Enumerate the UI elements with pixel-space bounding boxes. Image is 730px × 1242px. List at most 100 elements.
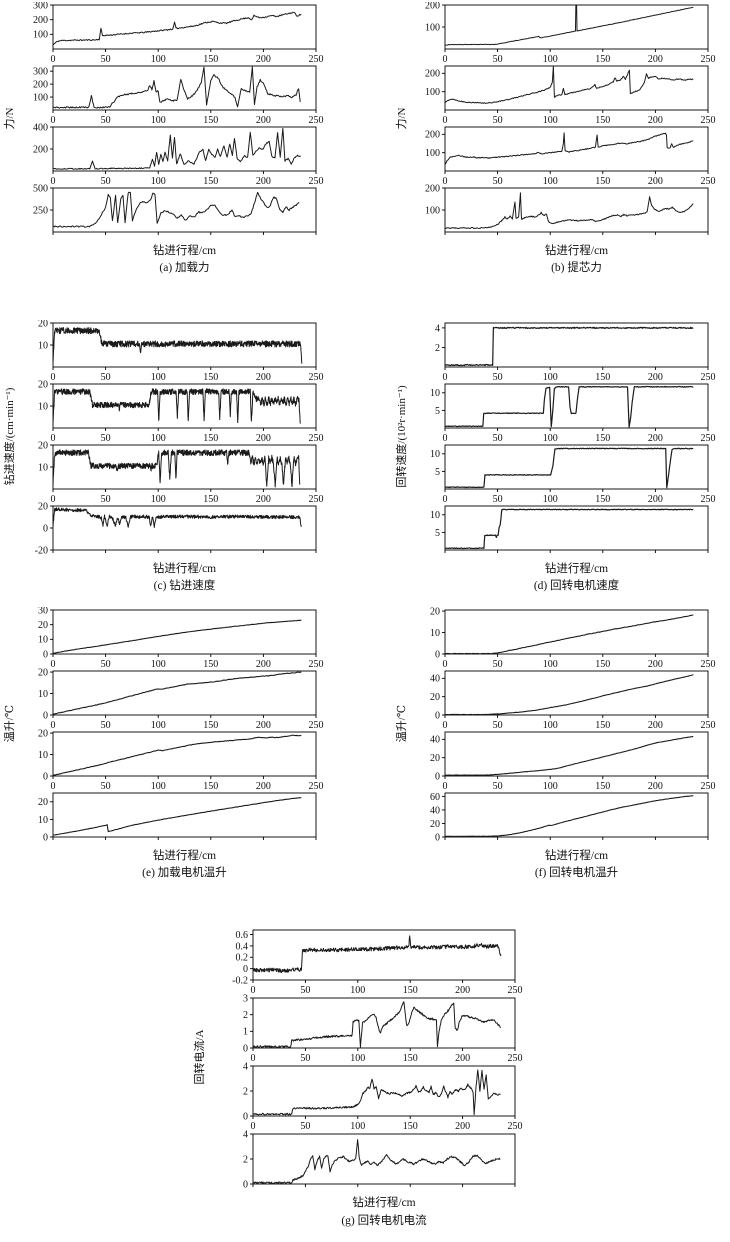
x-tick-label: 0 [443, 176, 448, 187]
x-ticks: 0 50 100 150 200 250 [443, 110, 716, 126]
y-tick-label: 5 [435, 406, 440, 417]
panel-e-xlabel: 钻进行程/cm [152, 850, 217, 862]
x-tick-label: 150 [595, 494, 610, 505]
x-tick-label: 100 [350, 1189, 365, 1190]
y-tick-label: 400 [33, 122, 48, 133]
plot-border [252, 997, 516, 1049]
x-tick-label: 150 [595, 720, 610, 731]
panel-c-ylabel: 钻进速度/(cm·min⁻¹) [2, 387, 16, 485]
x-tick-label: 100 [543, 842, 558, 843]
x-tick-label: 50 [101, 372, 111, 383]
panel-f-caption: (f) 回转电机温升 [534, 867, 619, 879]
x-tick-label: 0 [251, 985, 256, 996]
x-tick-label: 50 [493, 433, 503, 444]
x-tick-label: 0 [51, 555, 56, 556]
y-tick-label: 300 [33, 67, 48, 78]
y-ticks: 0 10 20 [38, 728, 53, 782]
plot-border [444, 65, 709, 111]
x-tick-label: 0 [443, 54, 448, 65]
subplot-a1: 100 200 300 0 50 100 150 200 250 [33, 2, 324, 65]
panel-f-ylabel: 温升/℃ [395, 705, 408, 742]
panel-g: 回转电流/A -0.2 0 0.2 0.4 0.6 0 50 100 150 200 250 0 1 2 3 0… [188, 914, 540, 1242]
plot-border [444, 670, 709, 716]
y-tick-label: 0 [435, 771, 440, 782]
y-tick-label: 200 [425, 130, 440, 141]
x-tick-label: 150 [595, 237, 610, 238]
y-tick-label: 20 [38, 797, 48, 808]
panel-c: 钻进速度/(cm·min⁻¹) 10 20 0 50 100 150 200 250 10 20 0 5… [0, 320, 345, 610]
panel-f-xlabel: 钻进行程/cm [544, 850, 609, 862]
subplot-e1: 0 10 20 30 0 50 100 150 200 250 [38, 607, 324, 670]
x-tick-label: 200 [256, 237, 271, 238]
y-tick-label: 500 [33, 183, 48, 194]
y-tick-label: 10 [38, 340, 48, 351]
x-tick-label: 100 [350, 1121, 365, 1132]
x-tick-label: 50 [493, 237, 503, 238]
series-line [445, 66, 694, 104]
panel-d: 回转速度/(10²r·min⁻¹) 2 4 0 50 100 150 200 250 5 10 0 50… [392, 320, 730, 610]
x-tick-label: 100 [151, 54, 166, 65]
plot-border [52, 187, 317, 233]
x-tick-label: 100 [350, 985, 365, 996]
y-tick-label: 0 [243, 1111, 248, 1122]
panel-d-xlabel: 钻进行程/cm [544, 563, 609, 575]
subplot-a3: 200 400 0 50 100 150 200 250 [33, 122, 324, 187]
plot-border [444, 792, 709, 838]
panel-a: 力/N 100 200 300 0 50 100 150 200 250 100 200 300 0 50 1… [0, 2, 345, 292]
x-ticks: 0 50 100 150 200 250 [51, 776, 324, 792]
y-tick-label: 200 [33, 80, 48, 91]
x-tick-label: 0 [251, 1053, 256, 1064]
y-tick-label: -0.2 [232, 975, 248, 986]
x-tick-label: 50 [101, 54, 111, 65]
y-tick-label: 10 [38, 462, 48, 473]
x-tick-label: 0 [51, 720, 56, 731]
y-tick-label: 0 [43, 832, 48, 843]
x-tick-label: 250 [309, 54, 324, 65]
x-tick-label: 100 [543, 115, 558, 126]
x-ticks: 0 50 100 150 200 250 [51, 49, 324, 65]
x-tick-label: 150 [403, 985, 418, 996]
y-ticks: 250 500 [33, 183, 53, 216]
x-ticks: 0 50 100 150 200 250 [51, 837, 324, 843]
x-tick-label: 100 [543, 54, 558, 65]
y-tick-label: 20 [430, 753, 440, 764]
subplot-c4: -20020050100150200250 [35, 501, 324, 556]
x-tick-label: 0 [443, 372, 448, 383]
y-tick-label: 4 [243, 1129, 248, 1140]
y-ticks: 0 1 2 3 [243, 993, 253, 1054]
x-tick-label: 0 [443, 720, 448, 731]
y-tick-label: 20 [38, 501, 48, 512]
x-tick-label: 200 [648, 555, 663, 556]
x-tick-label: 250 [309, 237, 324, 238]
x-tick-label: 0 [443, 494, 448, 505]
x-tick-label: 50 [101, 720, 111, 731]
y-tick-label: 20 [430, 607, 440, 617]
x-ticks: 0 50 100 150 200 250 [51, 489, 324, 505]
y-tick-label: 0 [43, 710, 48, 721]
x-tick-label: 200 [455, 1121, 470, 1132]
x-tick-label: 150 [403, 1189, 418, 1190]
panel-g-xlabel: 钻进行程/cm [352, 1197, 416, 1209]
x-tick-label: 50 [493, 372, 503, 383]
panel-f: 温升/℃ 0 10 20 0 50 100 150 200 250 0 20 40 0 50 100 150 20… [392, 607, 730, 897]
x-ticks: 0 50 100 150 200 250 [51, 428, 324, 444]
x-tick-label: 250 [508, 1053, 523, 1064]
x-tick-label: 150 [203, 372, 218, 383]
y-tick-label: 100 [425, 205, 440, 216]
y-tick-label: 0.6 [236, 930, 249, 941]
y-tick-label: 200 [425, 69, 440, 80]
y-ticks: 0 10 20 [430, 607, 445, 660]
y-tick-label: 100 [425, 22, 440, 33]
y-tick-label: 10 [430, 449, 440, 460]
y-tick-label: 5 [435, 467, 440, 478]
y-tick-label: 5 [435, 528, 440, 539]
x-tick-label: 50 [101, 433, 111, 444]
x-tick-label: 50 [493, 494, 503, 505]
